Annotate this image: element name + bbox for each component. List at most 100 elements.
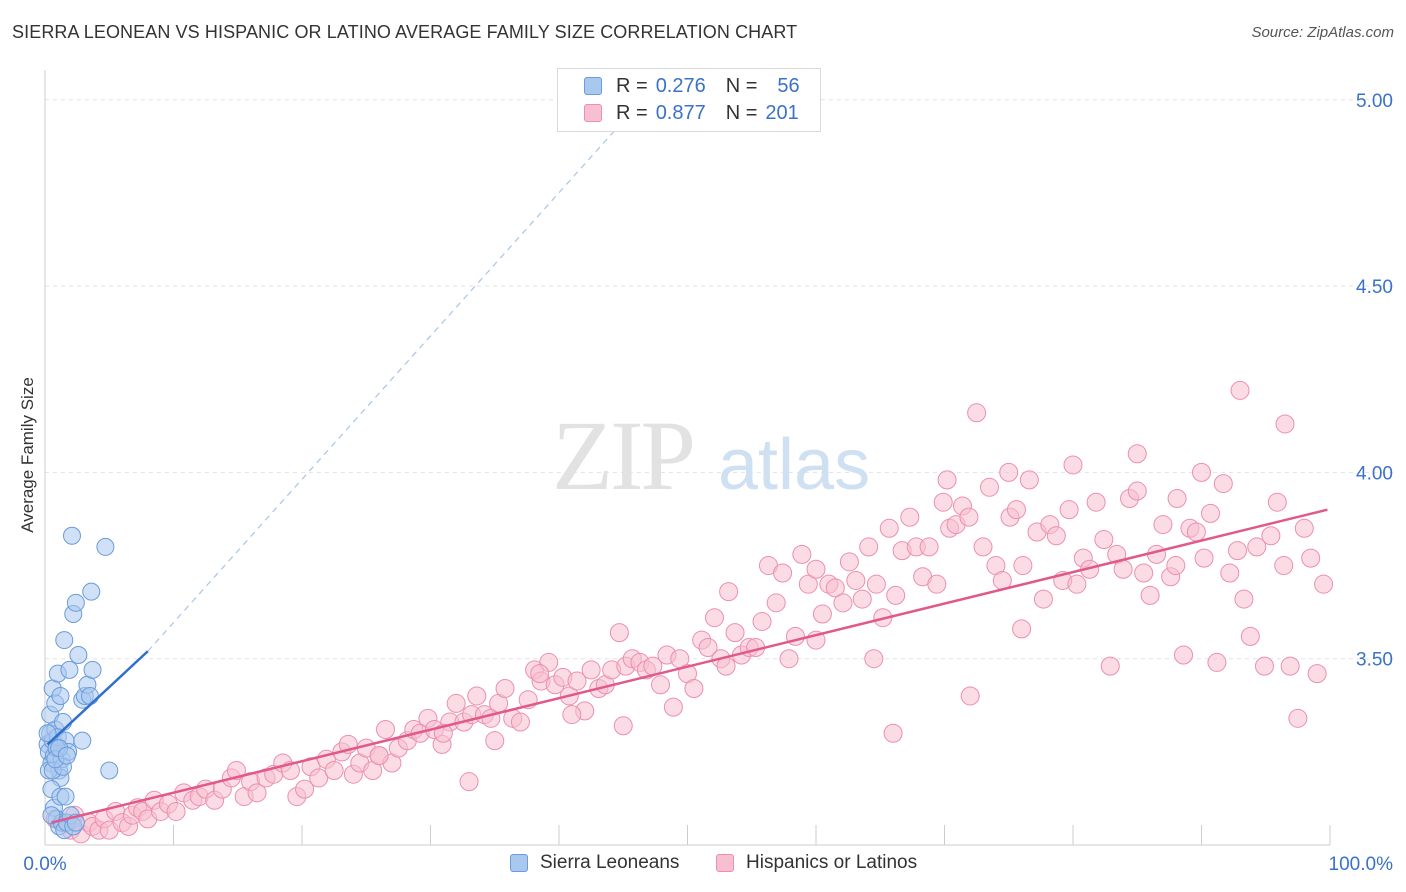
hispanic-point [485,731,505,751]
hispanic-point [1063,455,1083,475]
x-tick-label: 0.0% [23,854,66,875]
watermark-atlas: atlas [718,425,871,505]
hispanic-point [919,537,939,557]
hispanic-point [960,686,980,706]
r-value: 0.276 [655,74,706,97]
hispanic-point [1307,664,1327,684]
hispanic-point [839,552,859,572]
source-label: Source: ZipAtlas.com [1251,24,1394,41]
hispanic-point [886,585,906,605]
hispanic-point [309,768,329,788]
n-value: 201 [765,101,799,124]
sierra-leonean-point [100,761,119,780]
hispanic-point [467,686,487,706]
sierra-leonean-points [38,526,119,840]
hispanic-point [1247,537,1267,557]
hispanic-point [1059,500,1079,520]
hispanic-point [798,574,818,594]
r-label: R = [616,101,648,124]
hispanic-point [792,544,812,564]
hispanic-point [766,593,786,613]
hispanic-point [1033,589,1053,609]
hispanic-point [1274,556,1294,576]
hispanic-point [1127,481,1147,501]
hispanic-point [1100,656,1120,676]
r-label: R = [616,74,648,97]
sierra-leonean-point [56,787,75,806]
hispanic-point [779,649,799,669]
legend-swatch-blue [584,77,602,95]
hispanic-point [166,801,186,821]
hispanic-point [1067,574,1087,594]
hispanic-point [1140,585,1160,605]
hispanic-point [613,716,633,736]
trend-lines [46,508,1328,824]
hispanic-point [859,537,879,557]
hispanic-point [937,470,957,490]
hispanic-point [1127,444,1147,464]
hispanic-point [1006,500,1026,520]
hispanic-point [752,611,772,631]
hispanic-point [979,477,999,497]
hispanic-point [883,723,903,743]
sierra-leonean-point [82,582,101,601]
hispanic-point [1094,529,1114,549]
hispanic-point [1240,626,1260,646]
legend-swatch-pink [584,104,602,122]
hispanic-point [1200,503,1220,523]
legend-row-sierra-leonean: R = 0.276 N = 56 [584,73,800,99]
hispanic-point [1261,526,1281,546]
legend-row-hispanic: R = 0.877 N = 201 [584,100,799,126]
hispanic-point [495,679,515,699]
sierra-leonean-point [80,686,99,705]
hispanic-point [1012,619,1032,639]
hispanic-point [852,589,872,609]
sierra-leonean-point [83,660,102,679]
y-tick-labels: 5.00 4.50 4.00 3.50 [1356,91,1393,671]
hispanic-point [704,608,724,628]
hispanic-point [376,719,396,739]
hispanic-point [1288,708,1308,728]
sierra-leonean-point [38,724,57,743]
legend-label: Sierra Leoneans [540,852,680,873]
hispanic-point [446,693,466,713]
hispanic-point [510,712,530,732]
sierra-leonean-point [62,526,81,545]
hispanic-point [369,746,389,766]
gridlines [45,99,1395,660]
y-tick-label: 4.50 [1356,277,1393,298]
hispanic-points [45,380,1334,844]
hispanic-point [1301,548,1321,568]
hispanic-point [1267,492,1287,512]
hispanic-point [1227,541,1247,561]
hispanic-point [999,462,1019,482]
hispanic-point [1192,462,1211,482]
trend-dashed-extension [147,91,650,652]
blue-trend-extension [147,91,650,652]
hispanic-point [684,679,704,699]
hispanic-point [1186,522,1206,542]
hispanic-point [1019,470,1039,490]
hispanic-point [295,779,315,799]
hispanic-point [725,623,745,643]
hispanic-point [864,649,884,669]
hispanic-point [866,574,886,594]
hispanic-point [581,660,601,680]
y-tick-label: 4.00 [1356,463,1393,484]
hispanic-point [1166,556,1186,576]
y-tick-label: 5.00 [1356,91,1393,112]
hispanic-point [1174,645,1194,665]
legend-label: Hispanics or Latinos [746,852,918,873]
y-axis-label: Average Family Size [18,377,37,533]
sierra-leonean-point [57,746,76,765]
hispanic-point [825,578,845,598]
hispanic-point [973,537,993,557]
hispanic-point [933,492,953,512]
hispanic-point [1213,474,1233,494]
stats-legend: R = 0.276 N = 56 R = 0.877 N = 201 [557,68,821,132]
hispanic-point [1153,515,1173,535]
hispanic-point [651,675,671,695]
hispanic-point [846,570,866,590]
hispanic-point [1194,548,1214,568]
